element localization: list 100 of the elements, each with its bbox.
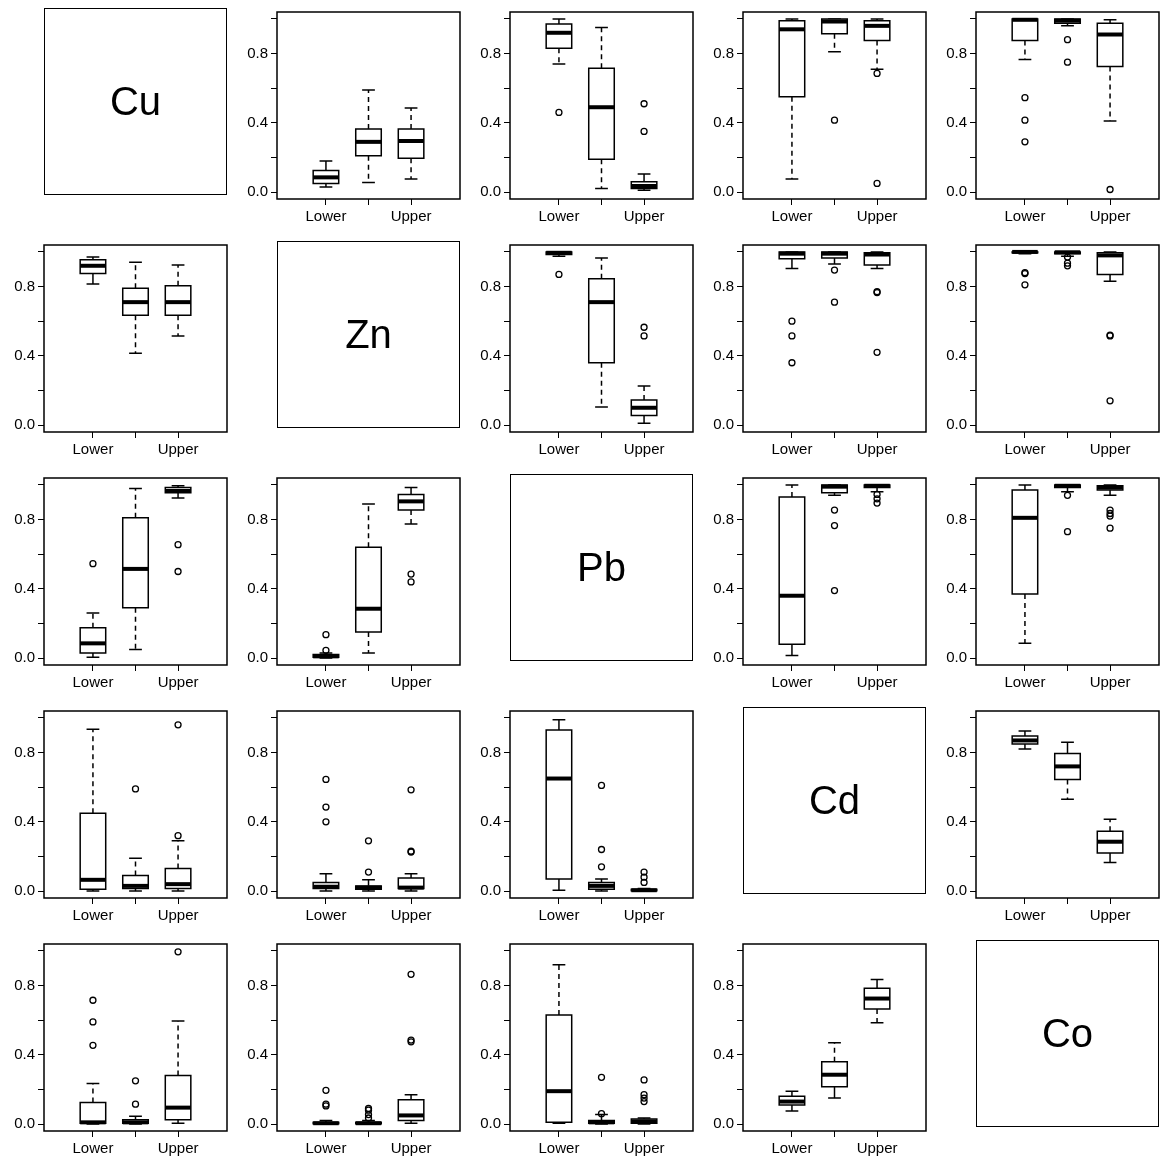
x-tick-label: Upper xyxy=(1089,440,1131,458)
x-tick-label: Upper xyxy=(157,673,199,691)
y-tick-label: 0.8 xyxy=(247,975,268,993)
y-tick-label: 0.0 xyxy=(946,415,967,433)
y-tick-label: 0.4 xyxy=(14,345,35,363)
y-tick-label: 0.0 xyxy=(480,182,501,200)
y-tick-label: 0.4 xyxy=(14,1044,35,1062)
y-tick-label: 0.8 xyxy=(14,509,35,527)
y-tick-label: 0.4 xyxy=(14,811,35,829)
x-tick-label: Lower xyxy=(72,1139,114,1157)
y-tick-label: 0.0 xyxy=(480,1114,501,1132)
x-tick-label: Lower xyxy=(1004,440,1046,458)
x-tick-label: Upper xyxy=(856,207,898,225)
y-tick-label: 0.0 xyxy=(14,415,35,433)
y-tick-label: 0.0 xyxy=(713,415,734,433)
y-tick-label: 0.0 xyxy=(480,881,501,899)
y-tick-label: 0.4 xyxy=(14,578,35,596)
y-tick-label: 0.8 xyxy=(946,43,967,61)
x-tick-label: Upper xyxy=(623,1139,665,1157)
x-tick-label: Lower xyxy=(305,906,347,924)
x-tick-label: Upper xyxy=(1089,906,1131,924)
x-tick-label: Lower xyxy=(771,1139,813,1157)
y-tick-label: 0.8 xyxy=(14,276,35,294)
x-tick-label: Lower xyxy=(305,207,347,225)
x-tick-label: Lower xyxy=(305,1139,347,1157)
x-tick-label: Lower xyxy=(538,906,580,924)
y-tick-label: 0.0 xyxy=(247,648,268,666)
y-tick-label: 0.8 xyxy=(480,43,501,61)
x-tick-label: Upper xyxy=(390,673,432,691)
y-tick-label: 0.4 xyxy=(713,112,734,130)
x-tick-label: Upper xyxy=(623,906,665,924)
x-tick-label: Upper xyxy=(623,440,665,458)
y-tick-label: 0.4 xyxy=(946,578,967,596)
y-tick-label: 0.0 xyxy=(713,648,734,666)
y-tick-label: 0.8 xyxy=(713,43,734,61)
y-tick-label: 0.4 xyxy=(480,345,501,363)
y-tick-label: 0.4 xyxy=(247,1044,268,1062)
y-tick-label: 0.0 xyxy=(14,648,35,666)
y-tick-label: 0.0 xyxy=(14,881,35,899)
y-tick-label: 0.8 xyxy=(247,509,268,527)
x-tick-label: Upper xyxy=(157,1139,199,1157)
x-tick-label: Upper xyxy=(157,440,199,458)
y-tick-label: 0.4 xyxy=(713,345,734,363)
y-tick-label: 0.8 xyxy=(480,742,501,760)
x-tick-label: Lower xyxy=(771,207,813,225)
y-tick-label: 0.8 xyxy=(713,276,734,294)
y-tick-label: 0.0 xyxy=(14,1114,35,1132)
text: Zn xyxy=(277,241,460,428)
y-tick-label: 0.4 xyxy=(480,112,501,130)
x-tick-label: Lower xyxy=(1004,207,1046,225)
x-tick-label: Lower xyxy=(538,1139,580,1157)
x-tick-label: Upper xyxy=(157,906,199,924)
y-tick-label: 0.8 xyxy=(713,975,734,993)
y-tick-label: 0.8 xyxy=(946,509,967,527)
x-tick-label: Upper xyxy=(1089,207,1131,225)
x-tick-label: Lower xyxy=(771,440,813,458)
y-tick-label: 0.0 xyxy=(480,415,501,433)
x-tick-label: Upper xyxy=(856,673,898,691)
y-tick-label: 0.8 xyxy=(247,742,268,760)
x-tick-label: Upper xyxy=(856,440,898,458)
x-tick-label: Lower xyxy=(538,207,580,225)
x-tick-label: Lower xyxy=(1004,673,1046,691)
y-tick-label: 0.0 xyxy=(946,881,967,899)
y-tick-label: 0.8 xyxy=(14,975,35,993)
y-tick-label: 0.4 xyxy=(247,578,268,596)
y-tick-label: 0.8 xyxy=(713,509,734,527)
y-tick-label: 0.4 xyxy=(946,112,967,130)
text: Cu xyxy=(44,8,227,195)
x-tick-label: Upper xyxy=(390,1139,432,1157)
y-tick-label: 0.0 xyxy=(713,1114,734,1132)
x-tick-label: Upper xyxy=(390,906,432,924)
y-tick-label: 0.8 xyxy=(480,975,501,993)
y-tick-label: 0.8 xyxy=(247,43,268,61)
text: Co xyxy=(976,940,1159,1127)
y-tick-label: 0.0 xyxy=(713,182,734,200)
x-tick-label: Upper xyxy=(390,207,432,225)
y-tick-label: 0.8 xyxy=(946,276,967,294)
y-tick-label: 0.4 xyxy=(946,345,967,363)
text: Cd xyxy=(743,707,926,894)
x-tick-label: Lower xyxy=(72,906,114,924)
x-tick-label: Lower xyxy=(771,673,813,691)
x-tick-label: Upper xyxy=(623,207,665,225)
y-tick-label: 0.8 xyxy=(14,742,35,760)
y-tick-label: 0.4 xyxy=(713,1044,734,1062)
y-tick-label: 0.0 xyxy=(946,648,967,666)
x-tick-label: Lower xyxy=(72,673,114,691)
y-tick-label: 0.4 xyxy=(247,112,268,130)
y-tick-label: 0.4 xyxy=(480,811,501,829)
y-tick-label: 0.0 xyxy=(946,182,967,200)
y-tick-label: 0.0 xyxy=(247,182,268,200)
x-tick-label: Lower xyxy=(305,673,347,691)
y-tick-label: 0.4 xyxy=(713,578,734,596)
y-tick-label: 0.4 xyxy=(480,1044,501,1062)
y-tick-label: 0.4 xyxy=(247,811,268,829)
x-tick-label: Lower xyxy=(72,440,114,458)
y-tick-label: 0.8 xyxy=(480,276,501,294)
y-tick-label: 0.8 xyxy=(946,742,967,760)
text: Pb xyxy=(510,474,693,661)
x-tick-label: Lower xyxy=(1004,906,1046,924)
y-tick-label: 0.0 xyxy=(247,1114,268,1132)
